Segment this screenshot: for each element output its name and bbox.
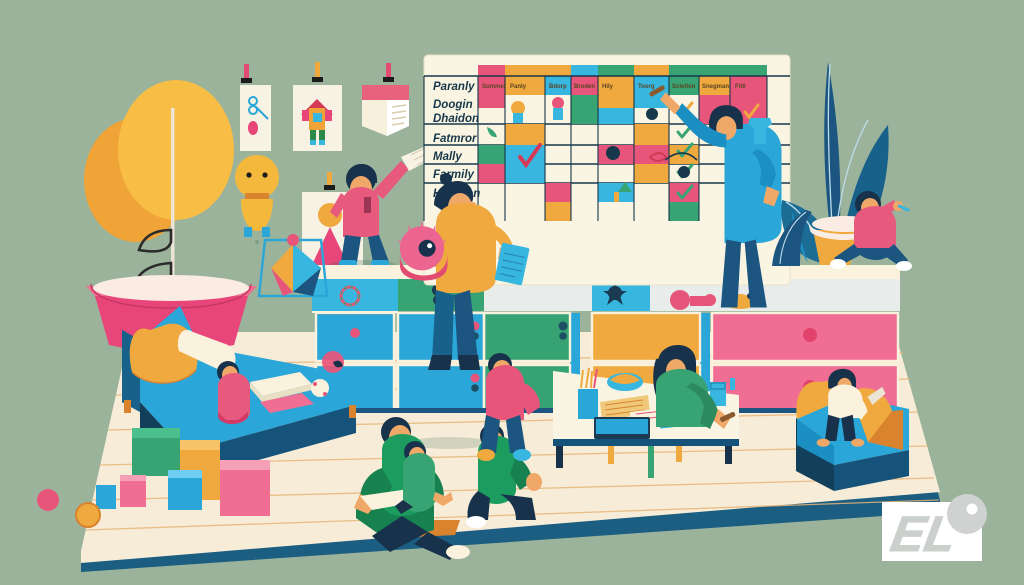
- svg-text:Fitll: Fitll: [735, 84, 746, 90]
- svg-text:Panly: Panly: [510, 84, 527, 90]
- svg-text:Farmily: Farmily: [433, 169, 475, 181]
- svg-text:Scletlon: Scletlon: [672, 84, 696, 90]
- svg-text:Hily: Hily: [602, 84, 614, 90]
- svg-text:Fatmror: Fatmror: [433, 133, 477, 145]
- svg-text:Broden: Broden: [574, 84, 595, 90]
- svg-text:Doogin: Doogin: [433, 99, 473, 111]
- svg-text:Paranly: Paranly: [433, 81, 475, 93]
- svg-text:Toorg: Toorg: [638, 84, 655, 90]
- svg-text:EL: EL: [887, 505, 961, 562]
- svg-text:Dhaidon: Dhaidon: [433, 113, 479, 125]
- svg-text:Summer: Summer: [482, 84, 507, 90]
- svg-text:Snegman: Snegman: [702, 84, 729, 90]
- svg-text:Mally: Mally: [433, 151, 462, 163]
- svg-text:Bdorp: Bdorp: [549, 84, 567, 90]
